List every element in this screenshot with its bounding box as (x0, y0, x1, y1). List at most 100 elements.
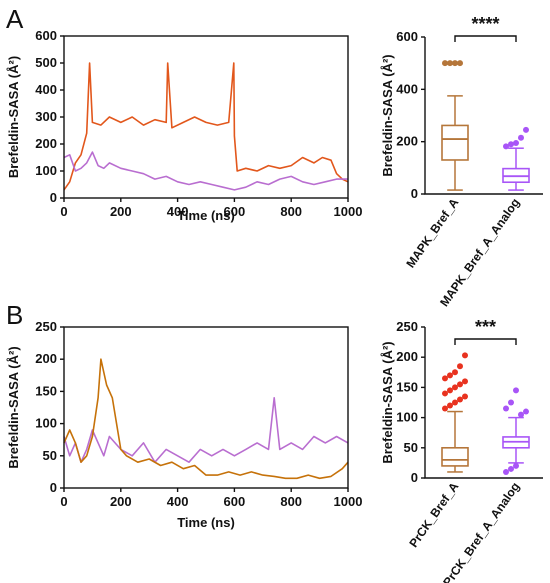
y-tick-label: 0 (411, 470, 418, 485)
outlier-point (518, 134, 524, 141)
x-tick-label: 800 (280, 204, 302, 219)
outlier-point (523, 408, 529, 415)
outlier-point (457, 381, 463, 388)
box-1 (441, 352, 469, 473)
plot-frame (63, 326, 349, 489)
series-line-2 (63, 358, 349, 480)
outlier-point (523, 126, 529, 133)
y-tick-label: 300 (35, 109, 57, 124)
y-tick-label: 200 (396, 134, 418, 149)
x-tick-label: 1000 (334, 204, 363, 219)
outlier-point (452, 369, 458, 376)
panel-a: A 0 100 200 300 400 500 600 0 200 400 600 800 1000 Ti… (6, 4, 543, 309)
y-tick-label: 100 (396, 410, 418, 425)
y-axis-title: Brefeldin-SASA (Å²) (6, 56, 21, 178)
x-tick-label: 800 (280, 494, 302, 509)
significance-label: **** (471, 14, 499, 34)
outlier-point (452, 384, 458, 391)
box-1 (441, 60, 469, 191)
panel-label-b: B (6, 300, 23, 330)
x-tick-label: 600 (224, 204, 246, 219)
iqr-box (441, 124, 469, 161)
y-axis-title: Brefeldin-SASA (Å²) (380, 54, 395, 176)
panel-b-line-chart: 0 50 100 150 200 250 0 200 400 600 800 1000 Time (ns… (6, 319, 362, 530)
category-label: MAPK_Bref_A (403, 195, 461, 270)
outlier-point (503, 143, 509, 150)
y-tick-label: 600 (35, 28, 57, 43)
y-tick-label: 400 (396, 81, 418, 96)
y-axis-title: Brefeldin-SASA (Å²) (6, 346, 21, 468)
outlier-point (442, 390, 448, 397)
outlier-point (452, 399, 458, 406)
outlier-point (457, 60, 463, 67)
y-tick-label: 100 (35, 416, 57, 431)
outlier-point (457, 396, 463, 403)
x-tick-label: 1000 (334, 494, 363, 509)
y-axis-title: Brefeldin-SASA (Å²) (380, 341, 395, 463)
significance-bracket (454, 35, 517, 42)
y-tick-label: 200 (396, 349, 418, 364)
outlier-point (503, 405, 509, 412)
series-line-2 (63, 151, 348, 191)
outlier-point (462, 352, 468, 359)
iqr-box (441, 446, 469, 467)
x-tick-label: 600 (224, 494, 246, 509)
y-tick-label: 400 (35, 82, 57, 97)
outlier-point (462, 378, 468, 385)
y-tick-label: 100 (35, 163, 57, 178)
outlier-point (442, 60, 448, 67)
x-axis-title: Time (ns) (177, 208, 235, 223)
y-tick-label: 200 (35, 136, 57, 151)
outlier-point (518, 411, 524, 418)
outlier-point (447, 402, 453, 409)
outlier-point (503, 468, 509, 475)
box-2 (502, 387, 530, 475)
category-label: PrCK_Bref_A (406, 479, 461, 550)
x-tick-label: 200 (110, 494, 132, 509)
outlier-point (452, 60, 458, 67)
outlier-point (513, 462, 519, 469)
y-tick-label: 150 (396, 379, 418, 394)
y-tick-label: 600 (396, 29, 418, 44)
x-tick-label: 400 (167, 204, 189, 219)
outlier-point (508, 399, 514, 406)
series-line-1 (63, 62, 349, 191)
significance-label: *** (475, 317, 496, 337)
y-tick-label: 250 (396, 319, 418, 334)
x-tick-label: 200 (110, 204, 132, 219)
panel-label-a: A (6, 4, 24, 34)
series-line-1 (63, 397, 349, 463)
y-tick-label: 0 (411, 186, 418, 201)
y-tick-label: 50 (43, 448, 57, 463)
outlier-point (508, 465, 514, 472)
y-tick-label: 150 (35, 383, 57, 398)
box-2 (502, 126, 530, 191)
outlier-point (462, 393, 468, 400)
x-tick-label: 0 (60, 494, 67, 509)
outlier-point (513, 387, 519, 394)
box-axes (424, 37, 543, 195)
outlier-point (513, 139, 519, 146)
y-tick-label: 0 (50, 480, 57, 495)
x-tick-label: 0 (60, 204, 67, 219)
x-axis-title: Time (ns) (177, 515, 235, 530)
outlier-point (447, 60, 453, 67)
y-tick-label: 0 (50, 190, 57, 205)
outlier-point (442, 375, 448, 382)
significance-bracket (454, 338, 517, 345)
outlier-point (447, 387, 453, 394)
x-tick-label: 400 (167, 494, 189, 509)
outlier-point (508, 141, 514, 148)
y-tick-label: 200 (35, 351, 57, 366)
plot-frame (63, 35, 349, 199)
y-tick-label: 50 (404, 440, 418, 455)
panel-a-line-chart: 0 100 200 300 400 500 600 0 200 400 600 800 1000 Time… (6, 28, 362, 223)
y-tick-label: 500 (35, 55, 57, 70)
outlier-point (447, 372, 453, 379)
y-tick-label: 250 (35, 319, 57, 334)
outlier-point (457, 363, 463, 370)
